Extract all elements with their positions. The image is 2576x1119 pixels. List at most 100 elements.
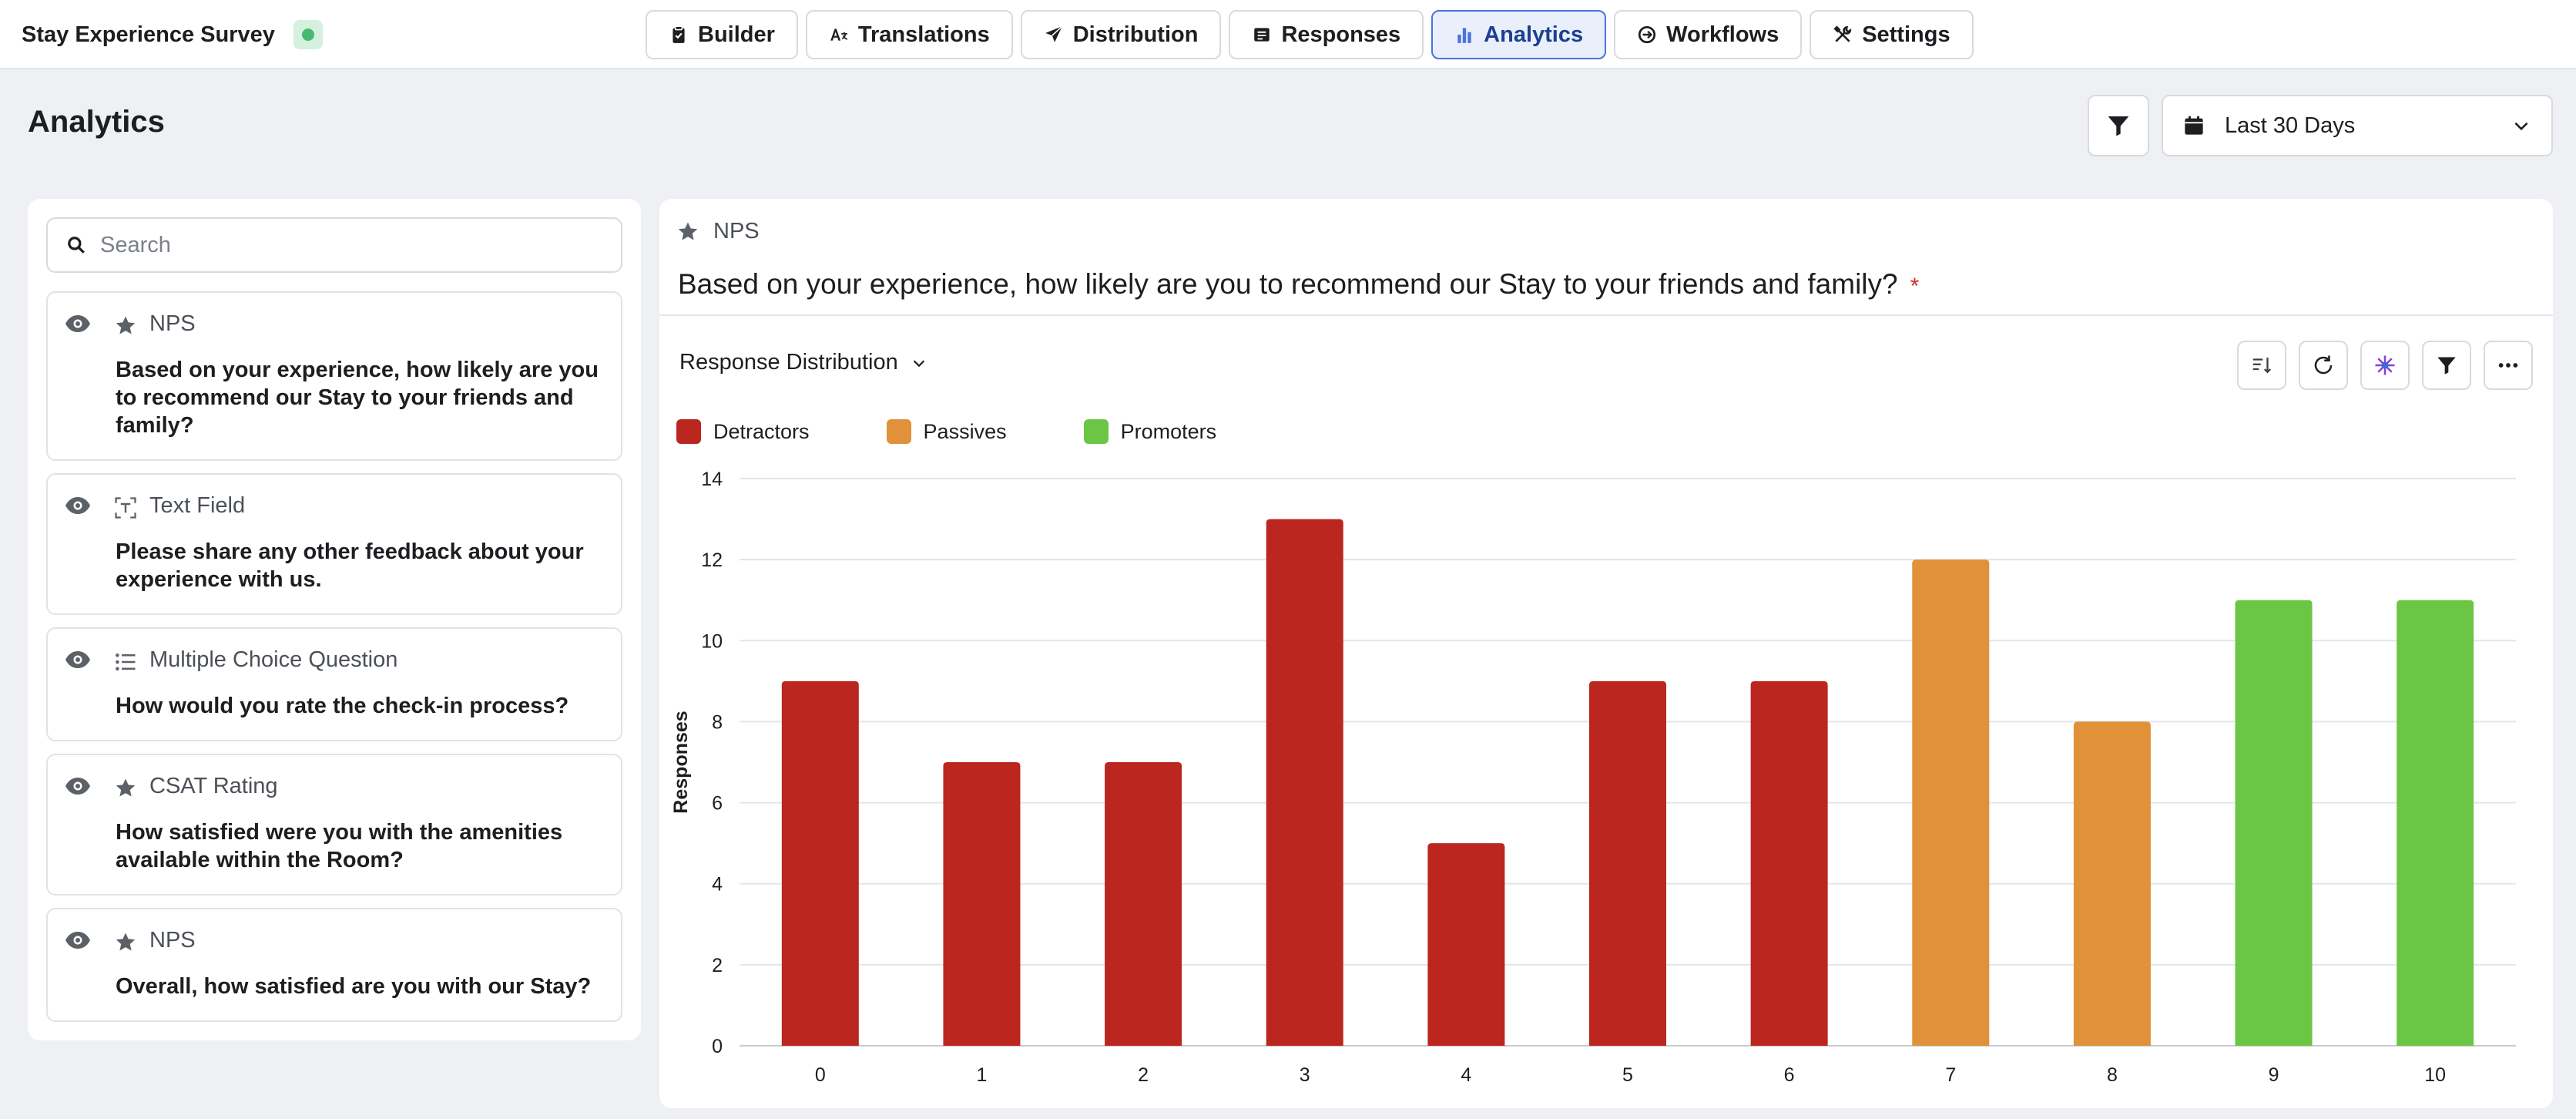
search-input[interactable]: Search (46, 217, 622, 273)
text-field-icon (114, 496, 137, 519)
tab-builder-label: Builder (698, 22, 775, 47)
date-range-select[interactable]: Last 30 Days (2162, 95, 2553, 156)
y-axis-title: Responses (670, 711, 692, 813)
y-tick-label: 8 (712, 711, 723, 733)
eye-icon[interactable] (65, 931, 91, 949)
legend-swatch-promoters (1083, 419, 1109, 444)
workflow-icon (1637, 25, 1657, 45)
tab-responses-label: Responses (1281, 22, 1401, 47)
legend-swatch-passives (886, 419, 911, 444)
bar[interactable] (1589, 680, 1666, 1046)
chart-toolbar (2237, 341, 2533, 390)
tab-translations[interactable]: Translations (805, 10, 1013, 59)
sort-button[interactable] (2237, 341, 2286, 390)
question-type-label: Multiple Choice Question (149, 647, 398, 672)
detail-type: NPS (676, 219, 760, 244)
question-type-label: CSAT Rating (149, 774, 278, 798)
x-tick-label: 7 (1945, 1064, 1956, 1086)
question-text: Based on your experience, how likely are… (116, 358, 599, 438)
x-tick-label: 1 (977, 1064, 988, 1086)
eye-icon[interactable] (65, 314, 91, 333)
y-tick-label: 10 (701, 630, 723, 652)
more-icon (2497, 354, 2520, 377)
question-text: Overall, how satisfied are you with our … (116, 974, 592, 999)
tab-builder[interactable]: Builder (646, 10, 798, 59)
sort-icon (2250, 354, 2273, 377)
tab-responses[interactable]: Responses (1229, 10, 1424, 59)
detail-question-text: Based on your experience, how likely are… (678, 268, 1898, 300)
legend-passives[interactable]: Passives (886, 419, 1007, 444)
bar[interactable] (1427, 843, 1505, 1046)
more-options-button[interactable] (2484, 341, 2533, 390)
date-range-value: Last 30 Days (2225, 113, 2356, 138)
question-type-label: NPS (149, 928, 196, 953)
search-placeholder: Search (100, 232, 171, 257)
main-tabs: Builder Translations Distribution Respon… (646, 10, 1974, 59)
bar[interactable] (2073, 721, 2151, 1046)
translate-icon (829, 25, 849, 45)
bar[interactable] (1912, 560, 1990, 1046)
bar[interactable] (943, 762, 1021, 1046)
x-tick-label: 5 (1622, 1064, 1633, 1086)
question-card-nps-recommend[interactable]: NPS Based on your experience, how likely… (46, 291, 622, 461)
tab-settings[interactable]: Settings (1810, 10, 1974, 59)
bar[interactable] (781, 680, 859, 1046)
bar[interactable] (1750, 680, 1828, 1046)
view-select[interactable]: Response Distribution (679, 350, 927, 375)
legend-detractors[interactable]: Detractors (676, 419, 810, 444)
status-dot (301, 29, 314, 41)
eye-icon[interactable] (65, 650, 91, 669)
star-icon (114, 777, 137, 800)
tab-distribution-label: Distribution (1072, 22, 1199, 47)
calendar-icon (2183, 115, 2205, 136)
eye-icon[interactable] (65, 496, 91, 515)
star-icon (114, 314, 137, 338)
tab-workflows[interactable]: Workflows (1614, 10, 1803, 59)
x-tick-label: 2 (1138, 1064, 1149, 1086)
global-filter-button[interactable] (2088, 95, 2149, 156)
question-text: How would you rate the check-in process? (116, 694, 569, 718)
x-tick-label: 9 (2269, 1064, 2279, 1086)
y-tick-label: 12 (701, 549, 723, 571)
chart-filter-button[interactable] (2422, 341, 2471, 390)
refresh-button[interactable] (2299, 341, 2348, 390)
bar-chart-icon (1454, 25, 1474, 45)
bar[interactable] (1266, 519, 1343, 1046)
send-icon (1044, 25, 1064, 45)
star-icon (114, 931, 137, 954)
question-list-panel: Search NPS Based on your experience, how… (28, 199, 641, 1040)
eye-icon[interactable] (65, 777, 91, 795)
page-title: Analytics (28, 105, 165, 139)
x-tick-label: 0 (815, 1064, 826, 1086)
ai-insights-button[interactable] (2360, 341, 2410, 390)
bar[interactable] (2235, 600, 2313, 1046)
top-bar: Stay Experience Survey Builder Translati… (0, 0, 2576, 69)
settings-icon (1833, 25, 1853, 45)
question-type-label: NPS (149, 311, 196, 336)
bar[interactable] (2397, 600, 2474, 1046)
chevron-down-icon (2511, 116, 2531, 136)
x-tick-label: 3 (1300, 1064, 1310, 1086)
bar[interactable] (1105, 762, 1182, 1046)
tab-translations-label: Translations (857, 22, 990, 47)
tab-distribution[interactable]: Distribution (1020, 10, 1222, 59)
legend-label: Detractors (713, 419, 810, 443)
question-card-multiple-choice[interactable]: Multiple Choice Question How would you r… (46, 627, 622, 741)
y-tick-label: 2 (712, 955, 723, 976)
question-card-csat-amenities[interactable]: CSAT Rating How satisfied were you with … (46, 754, 622, 896)
sparkle-icon (2373, 354, 2397, 377)
question-card-nps-overall[interactable]: NPS Overall, how satisfied are you with … (46, 908, 622, 1022)
legend-promoters[interactable]: Promoters (1083, 419, 1216, 444)
x-tick-label: 4 (1461, 1064, 1471, 1086)
list-icon (114, 650, 137, 674)
question-card-text-feedback[interactable]: Text Field Please share any other feedba… (46, 473, 622, 615)
y-tick-label: 0 (712, 1036, 723, 1057)
question-type-label: Text Field (149, 493, 246, 518)
y-tick-label: 6 (712, 793, 723, 815)
question-text: Please share any other feedback about yo… (116, 539, 584, 592)
search-icon (66, 235, 86, 255)
survey-title: Stay Experience Survey (22, 22, 275, 47)
tab-analytics[interactable]: Analytics (1431, 10, 1607, 59)
tab-analytics-label: Analytics (1484, 22, 1584, 47)
